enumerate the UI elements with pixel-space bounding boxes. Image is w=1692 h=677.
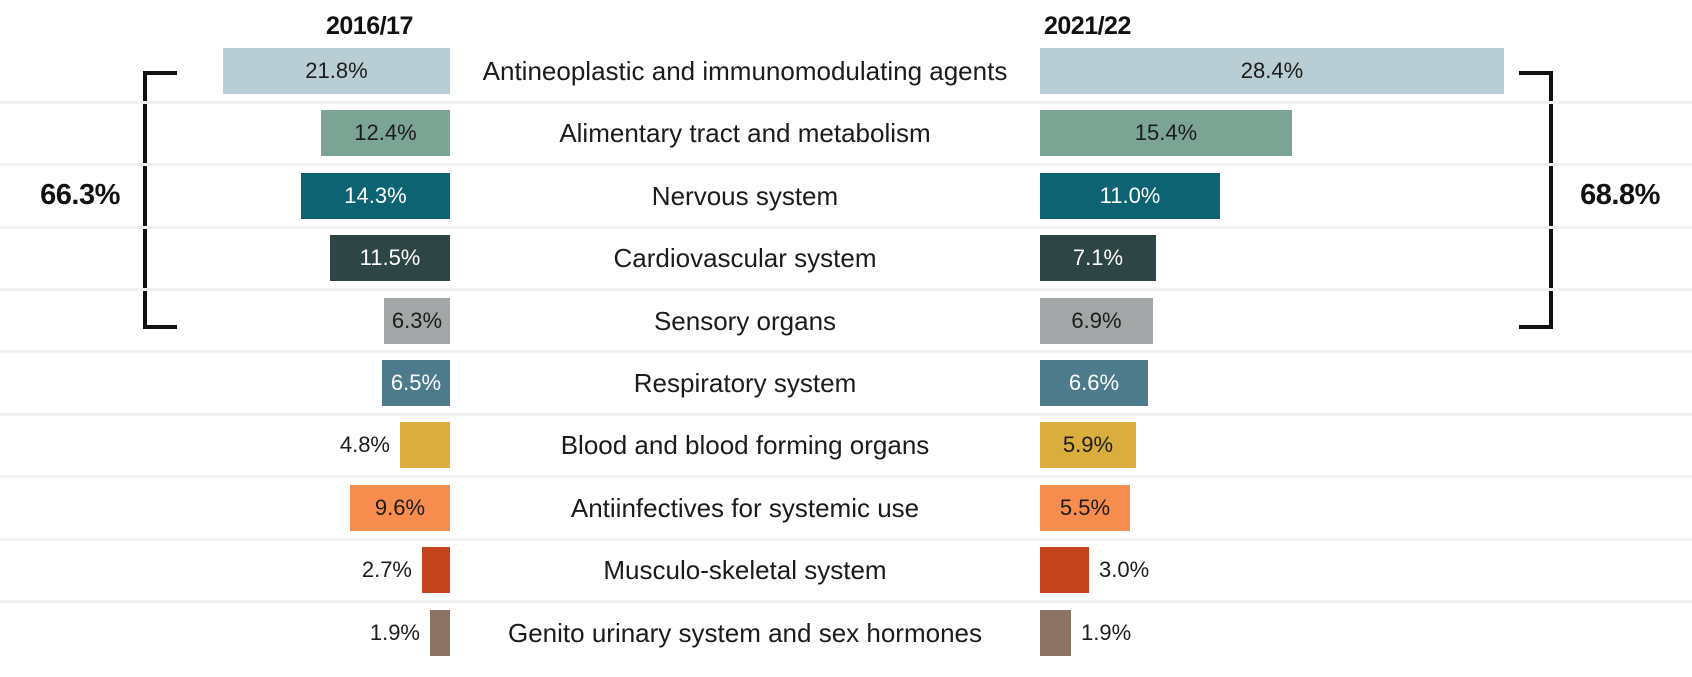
row-separator <box>0 350 1692 354</box>
value-label: 7.1% <box>1072 245 1124 271</box>
right-bracket <box>1519 71 1553 329</box>
value-label: 3.0% <box>1099 557 1150 583</box>
value-label: 6.3% <box>391 307 443 333</box>
right-bar: 5.5% <box>1040 484 1130 531</box>
category-label: Antineoplastic and immunomodulating agen… <box>482 56 1008 86</box>
value-label: 28.4% <box>1240 58 1304 83</box>
category-label: Nervous system <box>651 180 839 211</box>
category-label: Musculo-skeletal system <box>603 555 887 586</box>
value-label: 9.6% <box>374 494 426 520</box>
left-bar: 9.6% <box>350 484 450 531</box>
row-separator <box>0 100 1692 104</box>
row-separator <box>0 537 1692 541</box>
value-label: 1.9% <box>1081 619 1132 645</box>
left-bar <box>430 609 450 656</box>
right-bar: 28.4% <box>1040 48 1504 94</box>
right-bar: 6.9% <box>1040 297 1153 344</box>
right-bar <box>1040 609 1071 656</box>
value-label: 6.5% <box>390 370 442 395</box>
category-label: Genito urinary system and sex hormones <box>508 617 982 648</box>
value-label: 5.5% <box>1059 494 1111 520</box>
category-label: Antiinfectives for systemic use <box>570 492 920 523</box>
category-label: Respiratory system <box>633 368 857 398</box>
category-label: Cardiovascular system <box>613 243 877 274</box>
value-label: 6.6% <box>1068 370 1120 395</box>
left-bar: 6.3% <box>384 297 450 344</box>
right-bar: 6.6% <box>1040 360 1148 406</box>
value-label: 4.8% <box>339 432 390 458</box>
right-bar <box>1040 547 1089 594</box>
column-header-left: 2016/17 <box>326 12 413 40</box>
value-label: 12.4% <box>354 120 417 146</box>
right-bar: 15.4% <box>1040 110 1292 157</box>
value-label: 5.9% <box>1062 432 1114 458</box>
left-bar: 21.8% <box>223 48 450 94</box>
left-bar <box>422 547 450 594</box>
value-label: 11.5% <box>359 245 421 271</box>
value-label: 14.3% <box>344 182 407 208</box>
value-label: 15.4% <box>1134 120 1198 146</box>
row-separator <box>0 225 1692 229</box>
right-bar: 5.9% <box>1040 422 1136 469</box>
left-total-label: 66.3% <box>40 179 120 211</box>
left-bar: 6.5% <box>382 360 450 406</box>
column-header-right: 2021/22 <box>1044 12 1131 40</box>
left-bar: 14.3% <box>301 172 450 219</box>
value-label: 21.8% <box>305 58 368 83</box>
value-label: 1.9% <box>369 619 420 645</box>
left-bar <box>400 422 450 469</box>
category-label: Sensory organs <box>653 305 837 336</box>
right-bar: 7.1% <box>1040 235 1156 282</box>
right-bar: 11.0% <box>1040 172 1220 219</box>
category-label: Blood and blood forming organs <box>560 430 930 461</box>
left-bar: 11.5% <box>330 235 450 282</box>
left-bar: 12.4% <box>321 110 450 157</box>
right-total-label: 68.8% <box>1580 179 1660 211</box>
row-separator <box>0 287 1692 291</box>
row-separator <box>0 412 1692 416</box>
row-separator <box>0 599 1692 603</box>
value-label: 2.7% <box>361 557 412 583</box>
value-label: 6.9% <box>1071 307 1122 333</box>
category-label: Alimentary tract and metabolism <box>559 118 931 149</box>
row-separator <box>0 163 1692 167</box>
value-label: 11.0% <box>1099 182 1161 208</box>
left-bracket <box>143 71 177 329</box>
row-separator <box>0 475 1692 479</box>
